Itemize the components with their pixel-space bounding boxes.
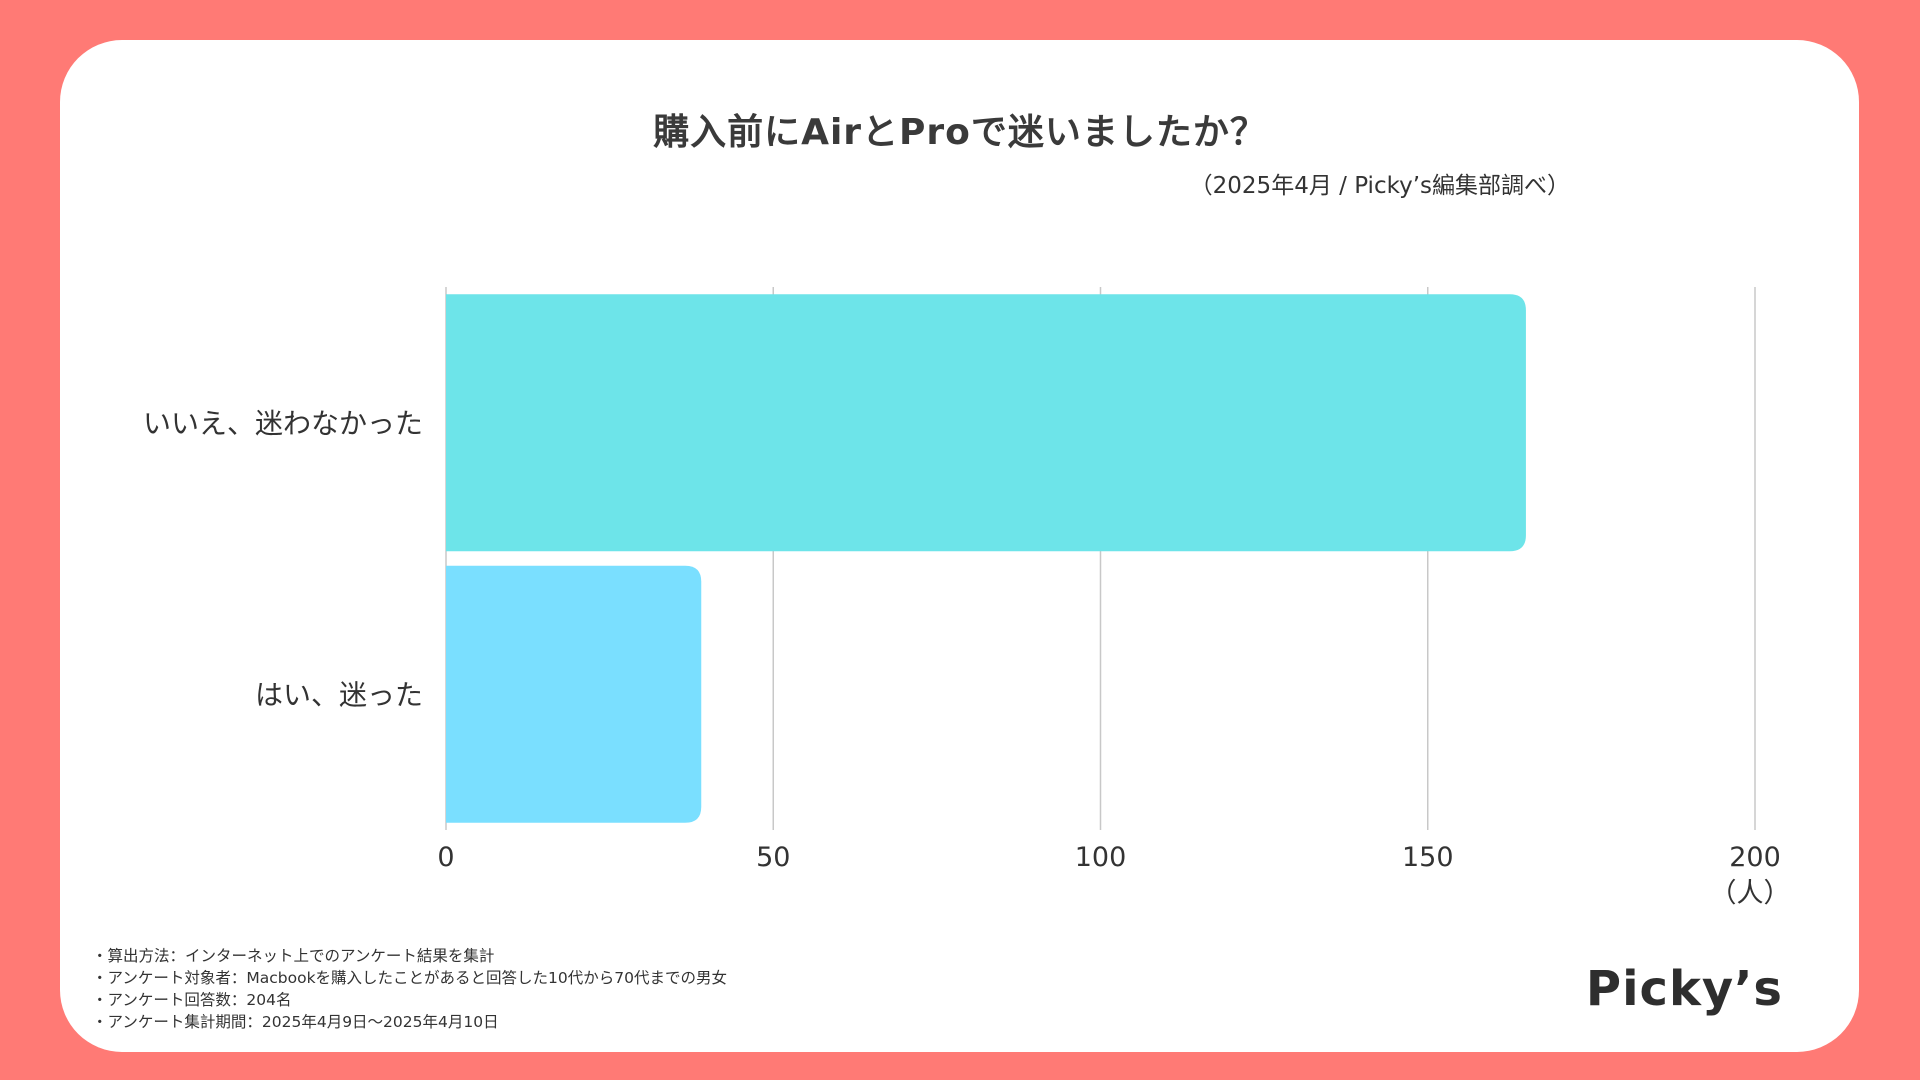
x-tick-label-200: 200 xyxy=(1729,842,1781,873)
footnote-count: ・アンケート回答数：204名 xyxy=(92,991,292,1009)
x-tick-label-100: 100 xyxy=(1075,842,1127,873)
category-label-hai: はい、迷った xyxy=(255,678,423,711)
bar-hai xyxy=(446,565,702,823)
footnotes: ・算出方法：インターネット上でのアンケート結果を集計 ・アンケート対象者：Mac… xyxy=(92,945,727,1033)
x-axis-unit-label: （人） xyxy=(1710,878,1791,909)
chart-subtitle: （2025年4月 / Picky’s編集部調べ） xyxy=(1189,173,1570,199)
x-tick-label-150: 150 xyxy=(1402,842,1454,873)
chart-title: 購入前にAirとProで迷いましたか？ xyxy=(653,112,1267,153)
footnote-method: ・算出方法：インターネット上でのアンケート結果を集計 xyxy=(92,947,495,965)
footnote-period: ・アンケート集計期間：2025年4月9日〜2025年4月10日 xyxy=(92,1013,499,1031)
category-label-iie: いいえ、迷わなかった xyxy=(143,407,423,440)
bar-iie xyxy=(446,294,1526,552)
x-tick-label-50: 50 xyxy=(756,842,790,873)
pickys-logo: Picky’s xyxy=(1585,961,1783,1017)
footnote-target: ・アンケート対象者：Macbookを購入したことがあると回答した10代から70代… xyxy=(92,969,728,987)
x-tick-label-0: 0 xyxy=(437,842,454,873)
